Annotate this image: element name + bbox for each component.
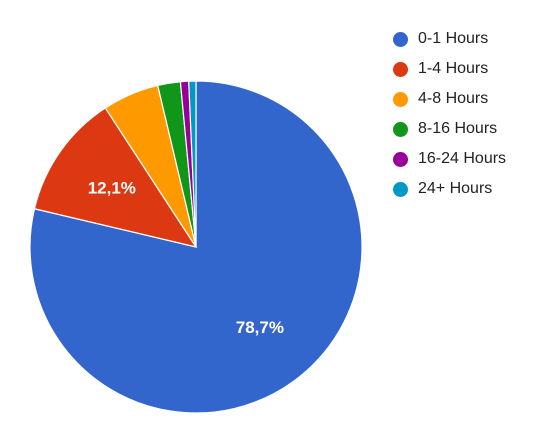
legend-label: 0-1 Hours bbox=[418, 30, 489, 47]
legend-swatch bbox=[393, 31, 408, 47]
legend-label: 24+ Hours bbox=[418, 180, 493, 197]
legend-item-1-4-hours: 1-4 Hours bbox=[393, 54, 506, 84]
legend-item-24plus-hours: 24+ Hours bbox=[393, 174, 506, 204]
legend-label: 4-8 Hours bbox=[418, 90, 489, 107]
legend-swatch bbox=[393, 121, 408, 137]
legend-item-8-16-hours: 8-16 Hours bbox=[393, 114, 506, 144]
legend-swatch bbox=[393, 181, 408, 197]
legend-swatch bbox=[393, 91, 408, 107]
legend-swatch bbox=[393, 61, 408, 77]
legend-item-0-1-hours: 0-1 Hours bbox=[393, 24, 506, 54]
slice-label-0-1-hours: 78,7% bbox=[236, 318, 284, 337]
legend-item-4-8-hours: 4-8 Hours bbox=[393, 84, 506, 114]
pie-slice-24plus-hours bbox=[188, 80, 197, 248]
slice-label-1-4-hours: 12,1% bbox=[88, 178, 136, 197]
legend-swatch bbox=[393, 151, 408, 167]
legend-label: 16-24 Hours bbox=[418, 150, 507, 167]
pie-slice-1-4-hours bbox=[33, 107, 198, 248]
legend-label: 1-4 Hours bbox=[418, 60, 489, 77]
legend-label: 8-16 Hours bbox=[418, 120, 498, 137]
legend-item-16-24-hours: 16-24 Hours bbox=[393, 144, 506, 174]
legend: 0-1 Hours 1-4 Hours 4-8 Hours 8-16 Hours 16-… bbox=[393, 24, 506, 204]
